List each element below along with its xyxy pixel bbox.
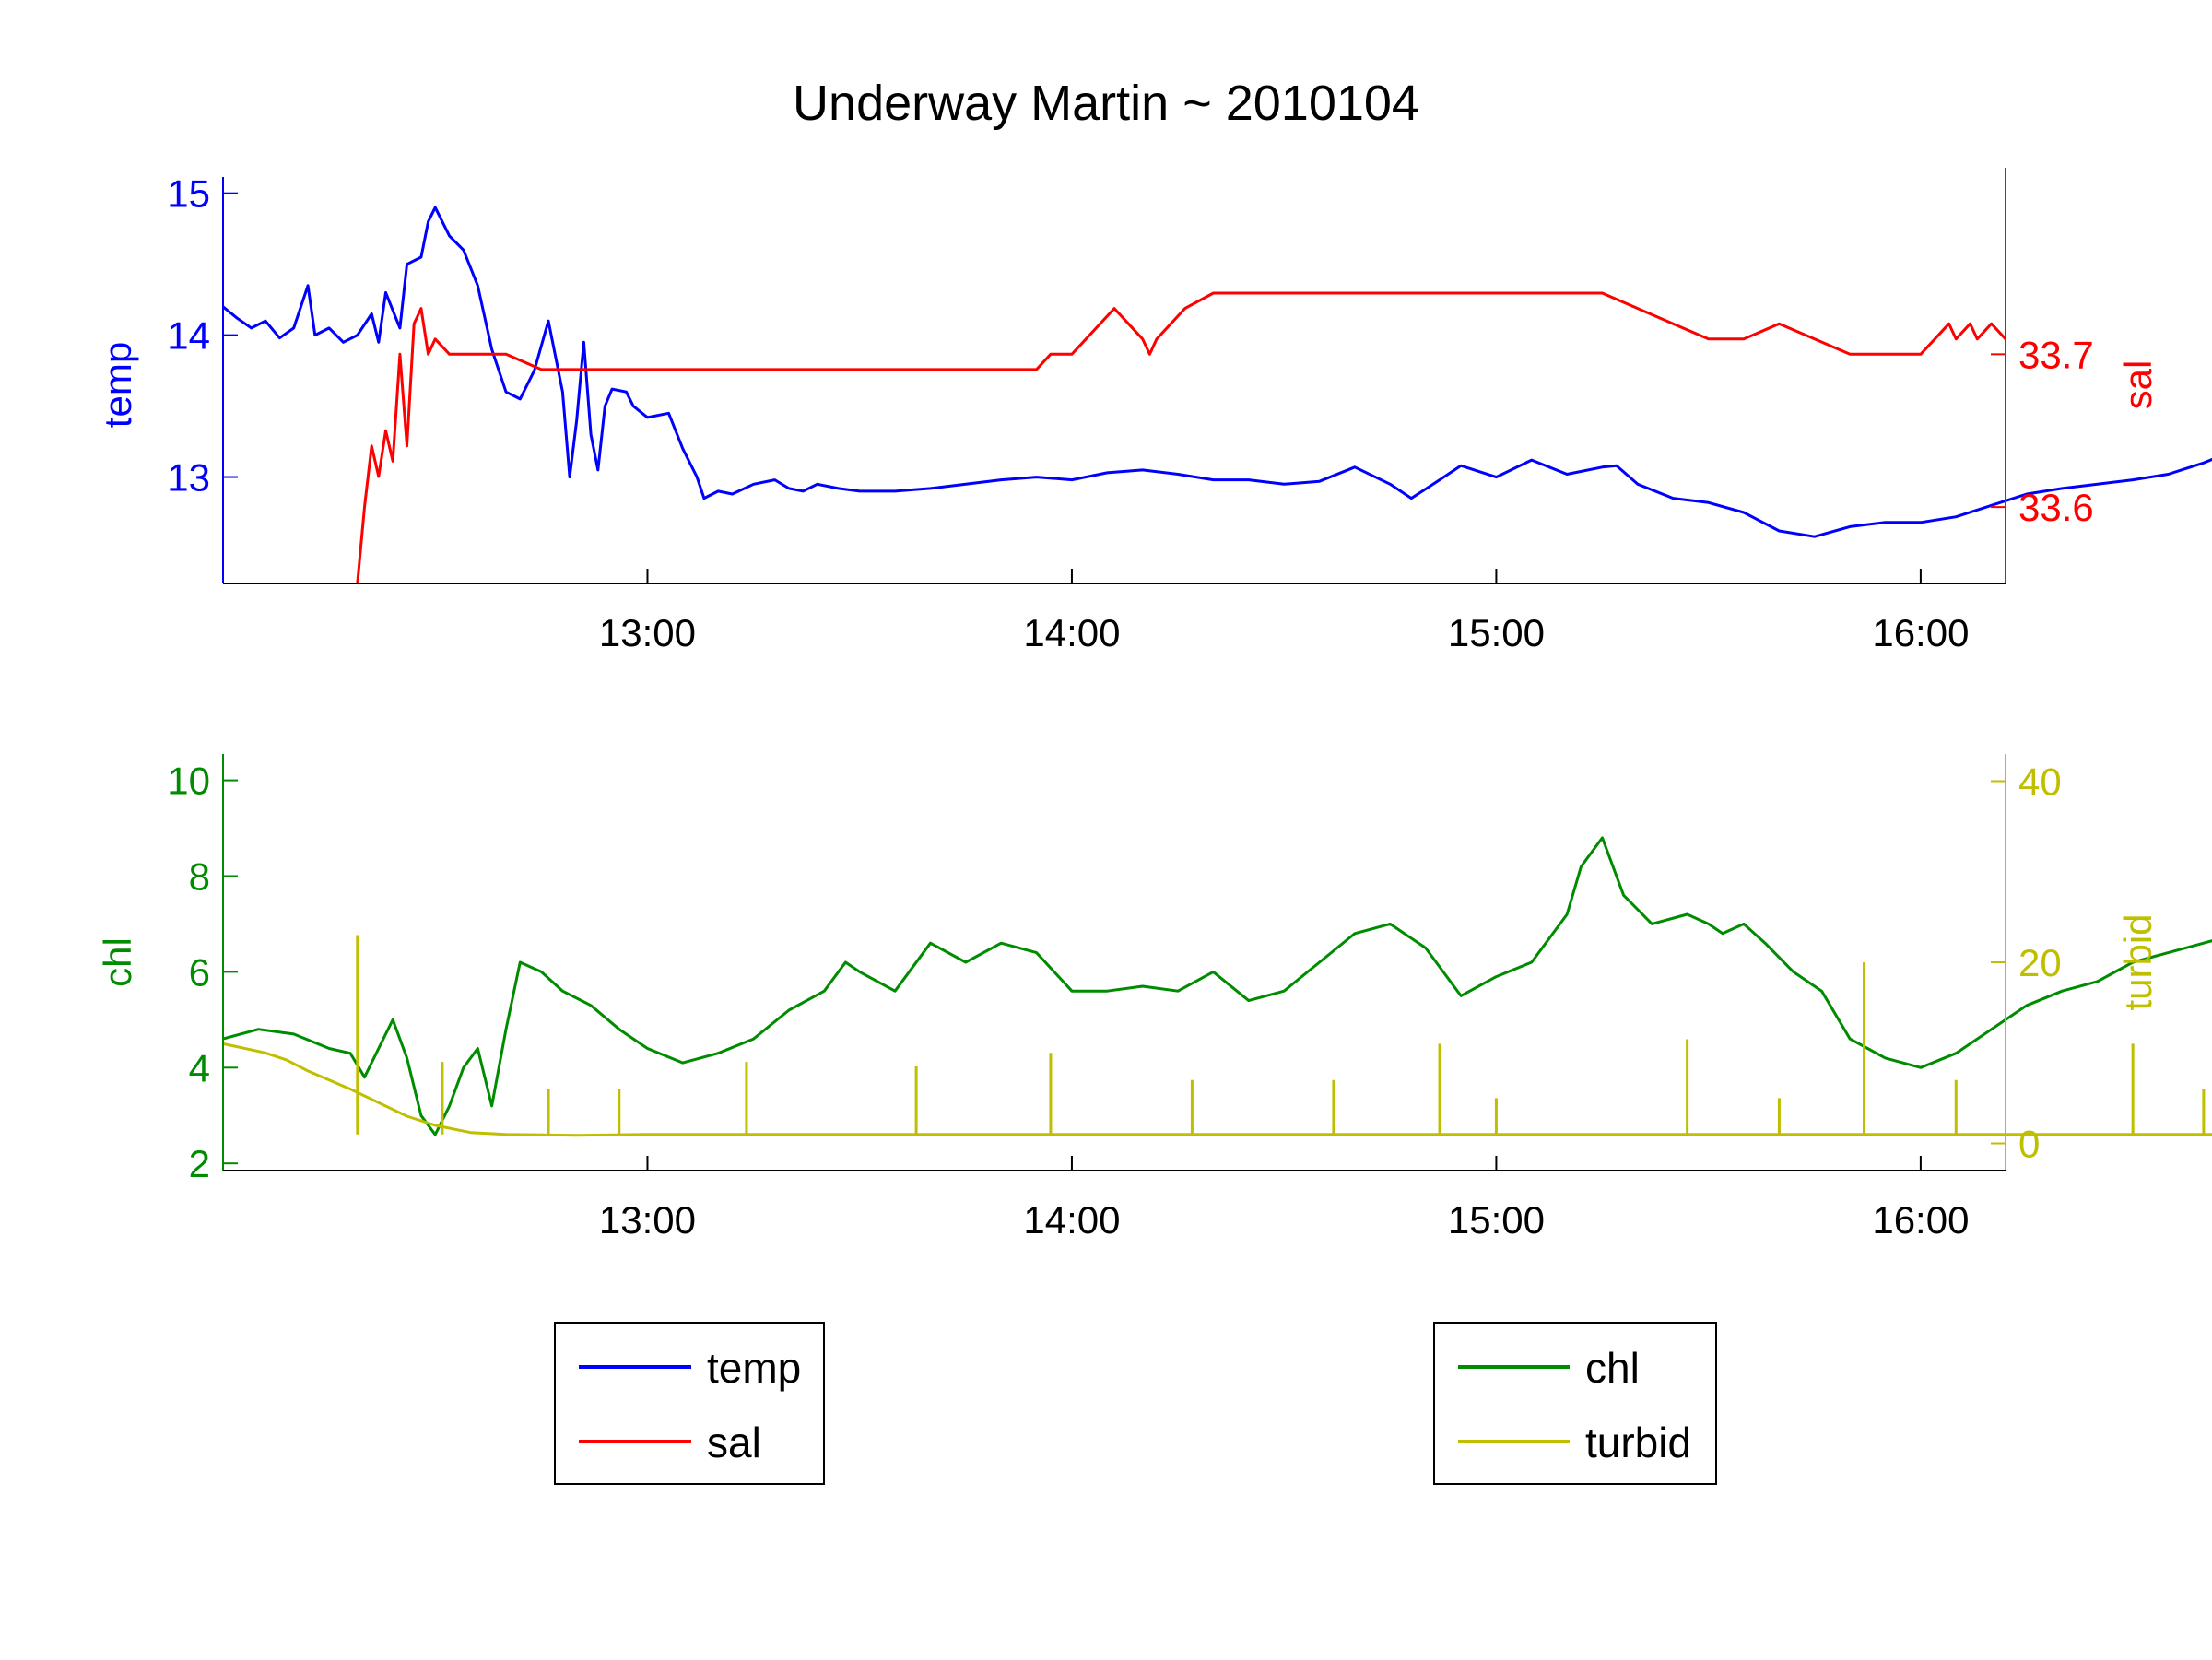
legend-bottom: chl turbid xyxy=(1433,1322,1717,1485)
legend-chl-label: chl xyxy=(1585,1344,1640,1392)
left-tick-label: 13 xyxy=(167,456,210,500)
x-tick-label: 15:00 xyxy=(1448,611,1545,654)
left-tick-label: 6 xyxy=(189,950,210,994)
legend-top: temp sal xyxy=(554,1322,825,1485)
right-tick-label: 0 xyxy=(2018,1123,2040,1166)
left-tick-label: 14 xyxy=(167,314,210,358)
x-tick-label: 14:00 xyxy=(1023,611,1120,654)
legend-top-box xyxy=(554,1322,825,1485)
x-tick-label: 16:00 xyxy=(1872,1198,1969,1242)
right-axis-label: sal xyxy=(2116,360,2159,410)
left-axis-label: temp xyxy=(96,342,139,428)
top-panel: 13:00 14:00 15:00 16:00 13 14 15 33.6 33.7 temp sa… xyxy=(96,168,2212,654)
left-tick-label: 10 xyxy=(167,759,210,803)
figure-title: Underway Martin ~ 2010104 xyxy=(793,76,1419,131)
right-tick-label: 40 xyxy=(2018,759,2062,803)
x-tick-label: 15:00 xyxy=(1448,1198,1545,1242)
bottom-panel: 13:00 14:00 15:00 16:00 2 4 6 8 10 0 20 40 chl turbid xyxy=(96,754,2212,1242)
left-tick-label: 8 xyxy=(189,854,210,898)
x-tick-label: 16:00 xyxy=(1872,611,1969,654)
left-tick-label: 15 xyxy=(167,172,210,216)
legend-temp-label: temp xyxy=(707,1344,801,1392)
x-tick-label: 13:00 xyxy=(599,611,696,654)
left-tick-label: 4 xyxy=(189,1046,210,1089)
legend-sal-label: sal xyxy=(707,1419,761,1466)
x-tick-label: 14:00 xyxy=(1023,1198,1120,1242)
right-tick-label: 33.6 xyxy=(2018,486,2094,529)
right-tick-label: 33.7 xyxy=(2018,333,2094,376)
left-axis-label: chl xyxy=(96,937,139,987)
x-tick-label: 13:00 xyxy=(599,1198,696,1242)
right-axis-label: turbid xyxy=(2116,913,2159,1010)
series-chl-line xyxy=(222,836,2212,1136)
legend-bottom-box xyxy=(1433,1322,1717,1485)
series-turbid-line xyxy=(222,1042,2212,1137)
legend-turbid-label: turbid xyxy=(1585,1419,1691,1466)
right-tick-label: 20 xyxy=(2018,941,2062,984)
left-tick-label: 2 xyxy=(189,1142,210,1185)
series-sal-line xyxy=(356,291,2007,584)
series-temp-line xyxy=(222,206,2212,538)
